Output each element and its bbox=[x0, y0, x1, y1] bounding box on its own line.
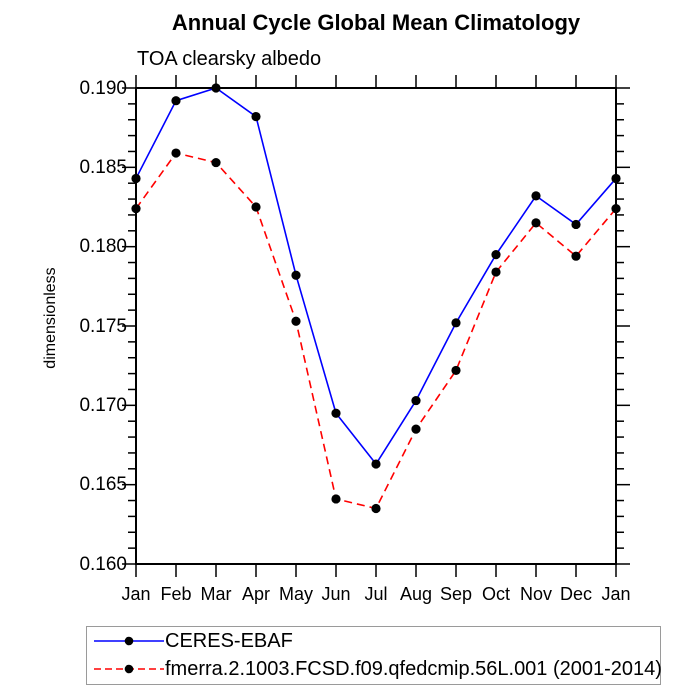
x-tick-label: Jul bbox=[364, 584, 388, 604]
legend-item-ceres-ebaf: CERES-EBAF bbox=[93, 631, 293, 651]
x-tick-label: Aug bbox=[399, 584, 433, 604]
chart-title: Annual Cycle Global Mean Climatology bbox=[171, 10, 581, 35]
x-tick-label: Nov bbox=[519, 584, 552, 604]
legend: CERES-EBAF fmerra.2.1003.FCSD.f09.qfedcm… bbox=[86, 626, 662, 685]
y-tick-label: 0.190 bbox=[79, 77, 127, 99]
y-tick-label: 0.180 bbox=[79, 236, 127, 258]
x-tick-label: Dec bbox=[559, 584, 592, 604]
legend-solid-line-sample bbox=[94, 636, 164, 646]
legend-label-fmerra: fmerra.2.1003.FCSD.f09.qfedcmip.56L.001 … bbox=[165, 658, 662, 680]
x-tick-label: Jun bbox=[321, 584, 351, 604]
y-tick-label: 0.170 bbox=[79, 394, 127, 416]
y-tick-label: 0.175 bbox=[79, 315, 127, 337]
legend-item-fmerra: fmerra.2.1003.FCSD.f09.qfedcmip.56L.001 … bbox=[93, 659, 662, 679]
x-tick-label: May bbox=[278, 584, 313, 604]
x-tick-label: Jan bbox=[601, 584, 631, 604]
x-tick-label: Feb bbox=[160, 584, 192, 604]
y-tick-label: 0.160 bbox=[79, 553, 127, 575]
x-tick-label: Jan bbox=[121, 584, 151, 604]
y-tick-label: 0.165 bbox=[79, 474, 127, 496]
legend-label-ceres-ebaf: CERES-EBAF bbox=[165, 630, 293, 652]
y-tick-label: 0.185 bbox=[79, 156, 127, 178]
x-tick-label: Apr bbox=[241, 584, 270, 604]
chart-subtitle: TOA clearsky albedo bbox=[137, 48, 322, 70]
x-tick-label: Mar bbox=[200, 584, 232, 604]
legend-dashed-line-sample bbox=[94, 664, 164, 674]
x-tick-label: Sep bbox=[439, 584, 473, 604]
x-tick-label: Oct bbox=[481, 584, 510, 604]
